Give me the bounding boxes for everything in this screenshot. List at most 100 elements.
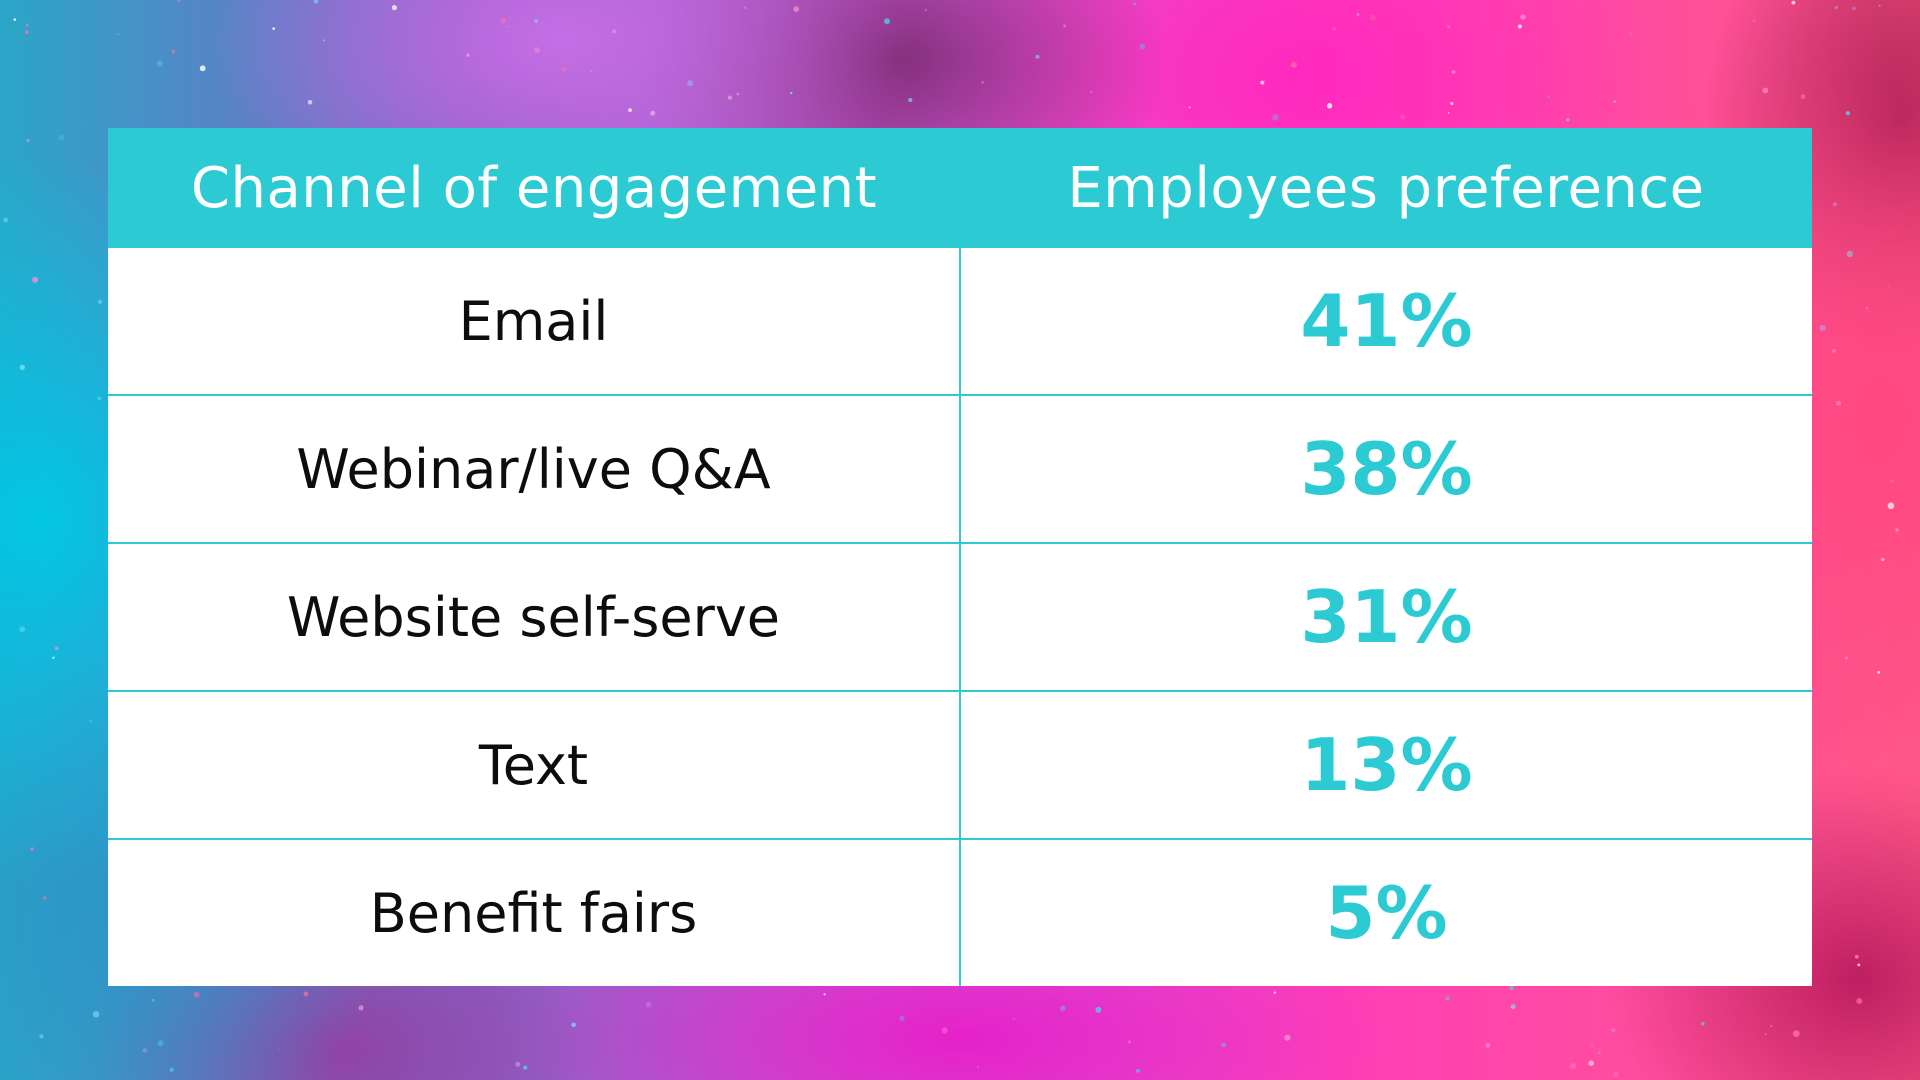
powder-speck	[1090, 90, 1093, 94]
powder-speck	[303, 991, 309, 997]
powder-speck	[1260, 80, 1265, 85]
powder-speck	[1857, 963, 1861, 967]
powder-speck	[1764, 1033, 1767, 1036]
powder-speck	[1139, 43, 1146, 50]
powder-speck	[1332, 26, 1337, 31]
powder-speck	[1701, 1022, 1705, 1026]
powder-speck	[1264, 79, 1266, 82]
powder-speck	[1613, 100, 1616, 103]
powder-speck	[1834, 5, 1839, 10]
powder-speck	[1451, 70, 1456, 74]
header-row: Channel of engagement Employees preferen…	[108, 128, 1812, 248]
powder-speck	[744, 6, 747, 10]
powder-speck	[142, 1048, 148, 1053]
powder-speck	[313, 0, 319, 4]
powder-speck	[1326, 103, 1333, 109]
powder-speck	[1792, 1030, 1800, 1037]
powder-speck	[1630, 32, 1633, 35]
powder-speck	[1273, 991, 1276, 994]
powder-speck	[19, 626, 26, 633]
channel-cell: Website self-serve	[108, 543, 961, 692]
preference-cell: 13%	[960, 691, 1812, 840]
powder-speck	[1133, 2, 1137, 6]
powder-speck	[1856, 998, 1863, 1004]
powder-speck	[39, 1034, 44, 1039]
powder-speck	[92, 1011, 100, 1018]
powder-speck	[1290, 61, 1297, 68]
table-row: Email 41%	[108, 248, 1812, 396]
powder-speck	[941, 1027, 948, 1034]
powder-speck	[1450, 101, 1454, 106]
powder-speck	[727, 95, 733, 100]
powder-speck	[1852, 6, 1856, 11]
powder-speck	[199, 65, 206, 72]
powder-speck	[1887, 284, 1890, 287]
powder-speck	[506, 25, 509, 28]
powder-speck	[1509, 985, 1514, 991]
powder-speck	[1510, 1004, 1516, 1010]
powder-speck	[633, 28, 636, 31]
column-header-channel: Channel of engagement	[108, 128, 960, 248]
powder-speck	[358, 1005, 364, 1011]
powder-speck	[13, 18, 17, 21]
preference-cell: 5%	[960, 839, 1812, 986]
powder-speck	[561, 67, 567, 72]
powder-speck	[116, 32, 120, 36]
powder-speck	[322, 39, 325, 42]
powder-speck	[515, 1061, 521, 1067]
powder-speck	[30, 847, 34, 851]
powder-speck	[523, 1065, 528, 1070]
powder-speck	[1570, 1063, 1577, 1069]
powder-speck	[736, 92, 739, 96]
powder-speck	[924, 8, 927, 12]
powder-speck	[1520, 14, 1526, 20]
powder-speck	[32, 276, 39, 283]
powder-speck	[1272, 114, 1279, 121]
table-row: Benefit fairs 5%	[108, 839, 1812, 986]
powder-speck	[1447, 25, 1451, 29]
powder-speck	[1012, 1017, 1015, 1020]
powder-speck	[1844, 656, 1849, 660]
powder-speck	[169, 1067, 174, 1072]
powder-speck	[1832, 349, 1836, 353]
powder-speck	[1485, 1043, 1491, 1048]
powder-speck	[1791, 0, 1796, 5]
powder-speck	[1598, 1051, 1601, 1054]
powder-speck	[789, 91, 793, 95]
powder-speck	[1188, 106, 1191, 109]
powder-speck	[823, 993, 826, 996]
preference-cell: 38%	[960, 395, 1812, 544]
powder-speck	[391, 5, 397, 11]
powder-speck	[1035, 54, 1040, 59]
powder-speck	[156, 60, 163, 67]
powder-speck	[571, 1022, 576, 1028]
powder-speck	[52, 656, 55, 659]
preference-table: Channel of engagement Employees preferen…	[108, 128, 1812, 986]
powder-speck	[628, 108, 632, 112]
powder-speck	[1095, 1006, 1102, 1013]
powder-speck	[54, 646, 59, 651]
powder-speck	[151, 998, 155, 1002]
preference-cell: 41%	[960, 248, 1812, 396]
powder-speck	[1762, 87, 1769, 94]
powder-speck	[612, 29, 617, 34]
powder-speck	[1752, 19, 1756, 23]
powder-speck	[1588, 1060, 1594, 1066]
powder-speck	[1060, 1005, 1066, 1011]
powder-speck	[466, 53, 470, 57]
powder-speck	[590, 70, 593, 73]
powder-speck	[1835, 400, 1842, 406]
powder-speck	[97, 299, 102, 304]
table-row: Website self-serve 31%	[108, 543, 1812, 692]
powder-speck	[1547, 96, 1550, 98]
powder-speck	[534, 47, 540, 53]
powder-speck	[884, 18, 890, 25]
powder-speck	[272, 27, 276, 30]
powder-speck	[645, 1002, 652, 1008]
powder-speck	[1611, 1028, 1616, 1032]
powder-speck	[1220, 1042, 1227, 1048]
powder-speck	[908, 97, 913, 103]
powder-speck	[1800, 94, 1806, 100]
powder-speck	[1891, 479, 1894, 483]
powder-speck	[981, 81, 984, 84]
